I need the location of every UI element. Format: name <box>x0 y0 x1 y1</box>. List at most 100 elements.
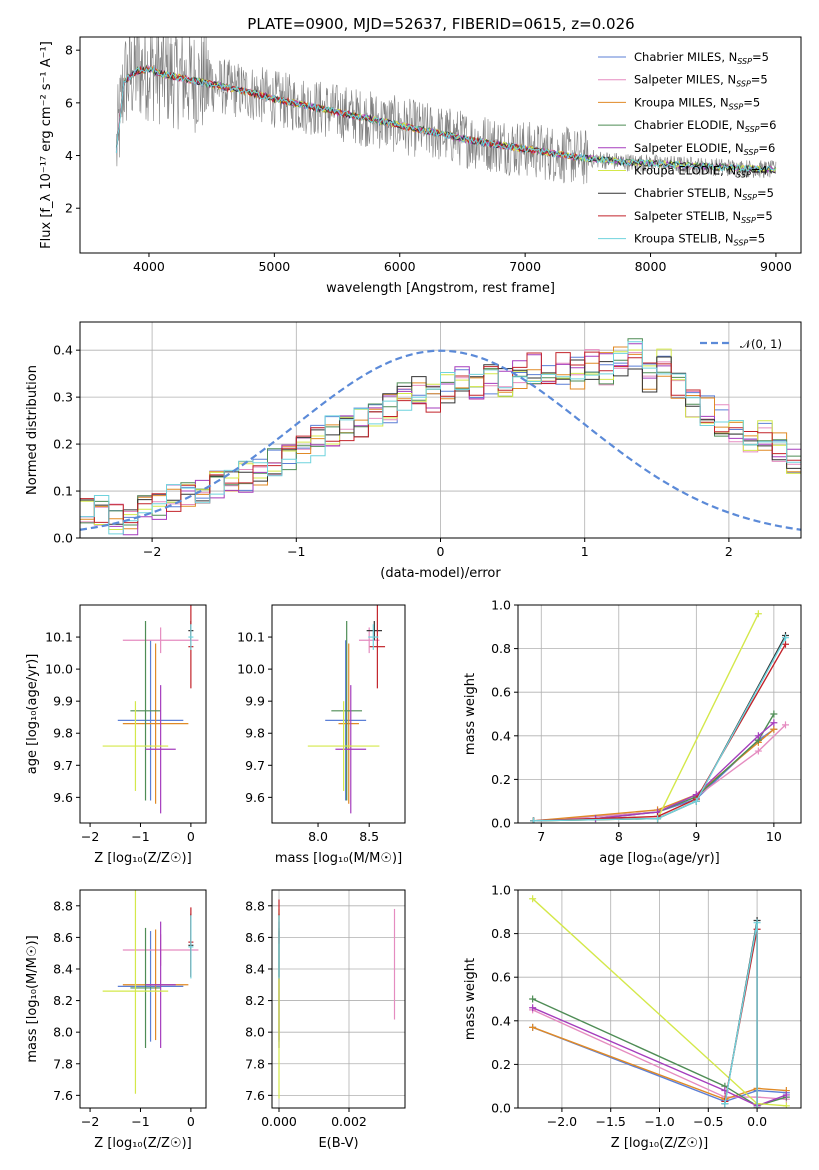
x-tick-label: 0.0 <box>747 1114 767 1129</box>
x-tick-label: −1.0 <box>644 1114 674 1129</box>
series-line <box>533 728 775 822</box>
y-tick-label: 0.8 <box>491 926 511 941</box>
x-tick-label: 6000 <box>384 259 416 274</box>
legend-n: =6 <box>758 141 775 155</box>
y-tick-label: 10.1 <box>45 630 73 645</box>
y-tick-label: 9.9 <box>245 694 265 709</box>
histogram-step <box>80 348 801 530</box>
legend-n: =5 <box>756 209 773 223</box>
series-marker <box>753 919 761 927</box>
series-marker <box>753 1104 761 1108</box>
axes-frame <box>79 604 207 824</box>
series-line <box>533 613 760 822</box>
x-axis-label: Z [log₁₀(Z/Z☉)] <box>94 851 191 866</box>
legend-label: Chabrier ELODIE, N <box>634 118 745 132</box>
x-tick-label: 0 <box>187 1114 195 1129</box>
plot-area <box>530 610 789 823</box>
x-tick-label: −1.5 <box>596 1114 626 1129</box>
legend-label: Chabrier STELIB, N <box>634 186 742 200</box>
y-tick-label: 9.6 <box>245 790 265 805</box>
y-tick-label: 0.1 <box>53 484 73 499</box>
series-line <box>724 922 758 1108</box>
y-tick-label: 0.2 <box>491 772 511 787</box>
y-tick-label: 8.6 <box>245 930 265 945</box>
x-tick-label: 8 <box>615 829 623 844</box>
y-tick-label: 0.2 <box>53 437 73 452</box>
model-spectrum <box>115 65 776 174</box>
y-tick-label: 9.7 <box>53 758 73 773</box>
series-marker <box>692 797 700 805</box>
age-vs-metallicity-panel: −2 −1 0 9.6 9.7 9.8 9.9 10.0 10.1 Z [log₁₀(Z/Z☉)]… <box>25 604 207 866</box>
series-marker <box>781 634 789 642</box>
normal-curve <box>80 349 801 531</box>
series-line <box>533 722 775 822</box>
legend-n: =5 <box>752 50 769 64</box>
y-tick-label: 9.6 <box>53 790 73 805</box>
y-tick-label: 8.2 <box>53 993 73 1008</box>
series-marker <box>781 640 789 648</box>
y-tick-label: 7.8 <box>53 1056 73 1071</box>
figure-title: PLATE=0900, MJD=52637, FIBERID=0615, z=0… <box>247 15 634 33</box>
y-tick-label: 8.4 <box>245 961 265 976</box>
y-tick-label: 0.0 <box>53 531 73 546</box>
spectrum-panel: 4000 5000 6000 7000 8000 9000 2 4 6 8 wavelength [… <box>39 36 802 296</box>
y-tick-label: 0.6 <box>491 685 511 700</box>
legend-entry: Chabrier STELIB, NSSP=5 <box>634 186 774 202</box>
y-axis-label: age [log₁₀(age/yr)] <box>25 654 40 775</box>
x-tick-label: 8.0 <box>308 829 328 844</box>
y-tick-label: 8.8 <box>245 898 265 913</box>
series-line <box>533 635 787 822</box>
histogram-step <box>80 356 801 525</box>
y-tick-label: 8 <box>65 43 73 58</box>
series-line <box>533 713 775 822</box>
mass-vs-metallicity-panel: −2 −1 0 7.6 7.8 8.0 8.2 8.4 8.6 8.8 Z [log₁₀(Z/Z☉)… <box>25 889 207 1151</box>
x-tick-label: 7000 <box>509 259 541 274</box>
plot-area <box>102 605 199 814</box>
x-axis-label: Z [log₁₀(Z/Z☉)] <box>94 1136 191 1151</box>
y-tick-label: 0.3 <box>53 390 73 405</box>
plot-area <box>80 338 801 536</box>
legend-entry: Salpeter STELIB, NSSP=5 <box>634 209 773 225</box>
series-marker <box>770 710 778 718</box>
y-axis-label: mass weight <box>463 673 478 755</box>
plot-area <box>115 37 777 185</box>
y-tick-label: 7.6 <box>245 1088 265 1103</box>
series-line <box>533 728 775 822</box>
y-axis-label: Flux [f_λ 10⁻¹⁷ erg cm⁻² s⁻¹ A⁻¹] <box>39 41 54 249</box>
legend-sub: SSP <box>736 171 751 180</box>
y-tick-label: 10.0 <box>45 662 73 677</box>
series-marker <box>754 732 762 740</box>
x-tick-label: −1 <box>287 544 305 559</box>
legend-label: Kroupa STELIB, N <box>634 232 734 246</box>
series-marker <box>529 895 537 903</box>
y-tick-label: 0.4 <box>491 728 511 743</box>
legend-n: =5 <box>751 73 768 87</box>
histogram-step <box>80 338 801 526</box>
x-tick-label: 9 <box>692 829 700 844</box>
y-tick-label: 0.6 <box>491 970 511 985</box>
legend-sub: SSP <box>736 80 751 89</box>
legend-n: =5 <box>757 186 774 200</box>
series-marker <box>529 1023 537 1031</box>
age-vs-mass-panel: 8.0 8.5 9.6 9.7 9.8 9.9 10.0 10.1 mass [log₁₀(M/… <box>237 604 406 866</box>
x-axis-label: E(B-V) <box>318 1136 358 1151</box>
y-tick-label: 7.8 <box>245 1056 265 1071</box>
histogram-step <box>80 341 801 535</box>
x-tick-label: 10 <box>766 829 782 844</box>
series-line <box>533 643 787 822</box>
series-marker <box>770 719 778 727</box>
y-tick-label: 8.6 <box>53 930 73 945</box>
y-tick-label: 9.8 <box>53 726 73 741</box>
y-tick-label: 8.8 <box>53 898 73 913</box>
legend-n: =6 <box>760 118 777 132</box>
legend-sub: SSP <box>741 216 756 225</box>
legend-label: Salpeter STELIB, N <box>634 209 741 223</box>
mass-vs-ebv-panel: 0.000 0.002 7.6 7.8 8.0 8.2 8.4 8.6 8.8 E(B-V) <box>245 889 406 1151</box>
axes-frame <box>79 36 802 254</box>
x-tick-label: 8.5 <box>359 829 379 844</box>
y-axis-label: mass [log₁₀(M/M☉)] <box>25 935 40 1062</box>
series-line <box>533 724 786 822</box>
series-marker <box>529 1004 537 1012</box>
series-line <box>532 998 787 1107</box>
y-tick-label: 0.8 <box>491 641 511 656</box>
